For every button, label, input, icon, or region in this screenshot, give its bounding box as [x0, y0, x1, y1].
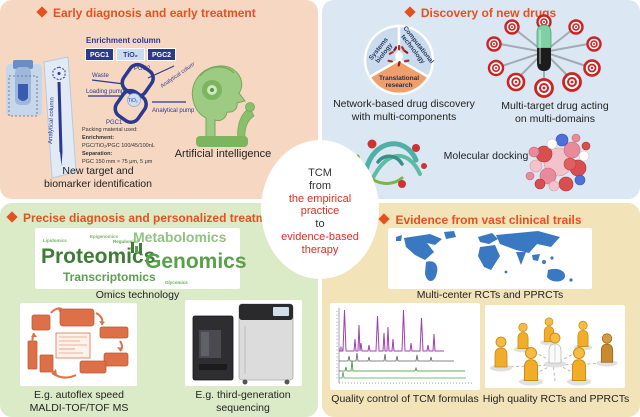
lc-flow-diagram: Waste Loading pump PGC2 Analytical colum…	[86, 62, 194, 126]
diamond-icon	[404, 6, 416, 18]
nano-lc-device-illustration: Analytical column	[6, 56, 77, 179]
caption-sequencing: E.g. third-generation sequencing	[195, 389, 291, 414]
center-tcm-statement: TCM from the empirical practice to evide…	[261, 140, 379, 279]
people-network	[485, 305, 625, 388]
maldi-instrument-collage	[20, 303, 137, 386]
multi-target-drug-illustration	[486, 14, 602, 98]
doctor-figure	[544, 332, 566, 368]
caption-new-target: New target and biomarker identification	[44, 165, 152, 190]
quadrant-early-diagnosis: Early diagnosis and early treatment Anal…	[0, 0, 318, 199]
tcm-line: evidence-based	[281, 230, 359, 243]
caption-multicenter-rct: Multi-center RCTs and PPRCTs	[416, 289, 564, 301]
target-icons	[486, 14, 602, 98]
caption-maldi: E.g. autoflex speed MALDI-TOF/TOF MS	[29, 389, 129, 414]
svg-text:TiO₂: TiO₂	[128, 98, 138, 104]
quadrant-precise-diagnosis: Precise diagnosis and personalized treat…	[0, 203, 318, 417]
caption-omics-technology: Omics technology	[95, 289, 180, 301]
enrichment-column-boxes: PGC1 TiO₂ PGC2	[85, 48, 178, 61]
world-map	[388, 228, 592, 289]
quadrant-clinical-evidence: Evidence from vast clinical trails	[322, 203, 640, 417]
omics-wordcloud: Proteomics Genomics Metabolomics Transcr…	[35, 228, 247, 289]
packing-material-notes: Packing material used: Enrichment: PGC/T…	[82, 127, 155, 165]
diamond-icon	[36, 6, 48, 18]
enrichment-column-title: Enrichment column	[86, 36, 161, 45]
pgc2-box: PGC2	[147, 48, 176, 61]
molecule-spacefill-illustration	[525, 133, 591, 192]
caption-artificial-intelligence: Artificial intelligence	[174, 148, 272, 160]
quadrant-title-evidence: Evidence from vast clinical trails	[322, 213, 640, 227]
caption-molecular-docking: Molecular docking	[443, 150, 529, 162]
pgc1-box: PGC1	[85, 48, 114, 61]
caption-network-discovery: Network-based drug discovery with multi-…	[333, 98, 475, 123]
tcm-line: therapy	[301, 243, 339, 256]
tcm-line: TCM	[308, 167, 332, 179]
svg-text:PGC1: PGC1	[106, 120, 123, 126]
svg-text:Analytical pump: Analytical pump	[152, 108, 194, 114]
quadrant-title-precise: Precise diagnosis and personalized treat…	[6, 211, 284, 225]
diamond-icon	[378, 213, 391, 225]
quadrant-title-discovery: Discovery of new drugs	[322, 6, 640, 20]
ai-robot-head-illustration	[191, 65, 255, 147]
caption-multi-target: Multi-target drug acting on multi-domain…	[501, 100, 609, 125]
analytical-column-label: Analytical column	[48, 97, 56, 144]
capsule-icon	[536, 24, 552, 71]
tcm-line: from	[309, 179, 331, 192]
tio2-box: TiO₂	[116, 48, 145, 61]
diamond-icon	[6, 211, 18, 223]
svg-text:Loading pump: Loading pump	[86, 89, 125, 95]
tcm-line: to	[315, 218, 325, 231]
research-pie-chart: Systems biology Computational technology…	[363, 24, 435, 96]
sequencer-machines	[185, 300, 302, 386]
chromatogram	[330, 303, 480, 390]
caption-quality-control: Quality control of TCM formulas	[331, 393, 479, 405]
caption-high-quality-rct: High quality RCTs and PPRCTs	[482, 393, 630, 405]
quadrant-title-early: Early diagnosis and early treatment	[36, 6, 256, 20]
pill-burst-icon	[387, 45, 410, 67]
tcm-line: the empirical	[288, 192, 352, 205]
svg-text:Translational: Translational	[379, 75, 419, 82]
svg-text:PGC2: PGC2	[134, 66, 151, 72]
svg-text:Waste: Waste	[92, 73, 109, 79]
tcm-line: practice	[300, 205, 340, 218]
svg-text:research: research	[385, 82, 412, 89]
quadrant-drug-discovery: Discovery of new drugs Systems biology C…	[322, 0, 640, 199]
